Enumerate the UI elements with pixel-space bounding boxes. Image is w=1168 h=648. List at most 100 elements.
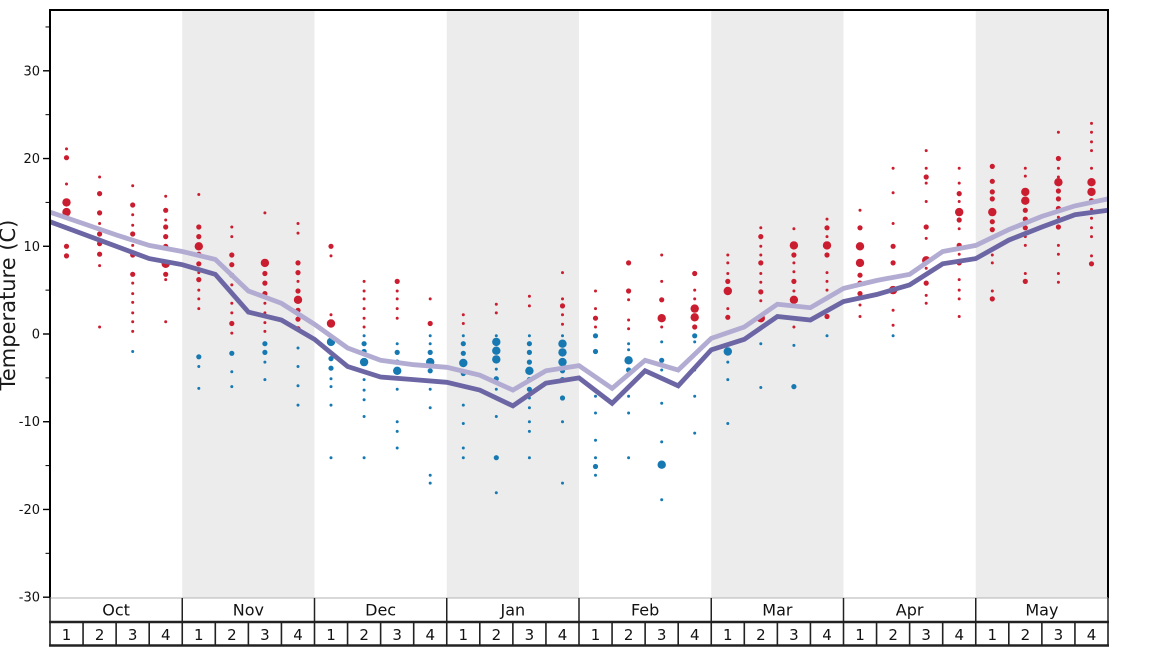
- data-point: [163, 224, 169, 230]
- data-point: [164, 320, 168, 324]
- data-point: [792, 325, 796, 329]
- data-point: [957, 227, 961, 231]
- data-point: [690, 313, 699, 322]
- data-point: [362, 456, 366, 460]
- data-point: [362, 316, 366, 320]
- data-point: [230, 301, 234, 305]
- data-point: [723, 347, 732, 356]
- data-point: [855, 242, 865, 251]
- data-point: [891, 308, 895, 312]
- data-point: [526, 349, 533, 355]
- week-label: 3: [789, 626, 799, 644]
- data-point: [1090, 121, 1093, 125]
- shaded-band: [975, 10, 1108, 598]
- data-point: [1087, 187, 1096, 197]
- data-point: [1056, 243, 1060, 247]
- data-point: [990, 253, 994, 257]
- data-point: [263, 211, 267, 215]
- data-point: [791, 384, 797, 390]
- data-point: [131, 184, 135, 188]
- month-label: Feb: [631, 601, 659, 620]
- data-point: [857, 225, 863, 231]
- data-point: [296, 365, 300, 368]
- data-point: [1090, 216, 1093, 220]
- week-label: 4: [954, 626, 964, 644]
- data-point: [990, 261, 994, 265]
- data-point: [561, 334, 564, 338]
- data-point: [97, 231, 103, 237]
- data-point: [329, 403, 333, 407]
- data-point: [594, 456, 597, 460]
- data-point: [789, 241, 799, 250]
- data-point: [923, 224, 929, 230]
- shaded-band: [446, 10, 579, 598]
- week-label: 4: [690, 626, 700, 644]
- data-point: [690, 304, 699, 313]
- data-point: [263, 378, 267, 382]
- data-point: [723, 286, 732, 296]
- data-point: [262, 349, 268, 355]
- data-point: [526, 359, 533, 365]
- y-tick-label: -20: [19, 503, 40, 518]
- data-point: [196, 224, 202, 230]
- data-point: [164, 278, 168, 282]
- data-point: [594, 325, 597, 329]
- data-point: [592, 463, 599, 470]
- week-label: 2: [227, 626, 237, 644]
- data-point: [494, 302, 498, 306]
- data-point: [627, 342, 631, 346]
- data-point: [362, 297, 366, 301]
- data-point: [296, 279, 300, 283]
- data-point: [65, 147, 68, 151]
- data-point: [858, 208, 862, 212]
- data-point: [461, 322, 465, 325]
- data-point: [62, 198, 71, 207]
- data-point: [229, 252, 235, 258]
- data-point: [592, 348, 599, 355]
- data-point: [196, 354, 202, 360]
- week-label: 2: [1021, 626, 1031, 644]
- data-point: [459, 358, 468, 368]
- data-point: [592, 333, 599, 339]
- data-point: [394, 278, 400, 284]
- data-point: [427, 368, 433, 374]
- data-point: [989, 189, 995, 195]
- data-point: [130, 231, 136, 237]
- data-point: [197, 386, 201, 390]
- data-point: [758, 234, 764, 240]
- data-point: [197, 307, 201, 311]
- week-label: 2: [492, 626, 502, 644]
- data-point: [558, 339, 567, 348]
- data-point: [460, 341, 466, 347]
- data-point: [263, 321, 267, 325]
- week-label: 4: [822, 626, 832, 644]
- data-point: [329, 254, 333, 258]
- data-point: [1055, 155, 1061, 162]
- data-point: [395, 342, 399, 346]
- data-point: [561, 420, 564, 424]
- data-point: [725, 314, 731, 320]
- data-point: [759, 244, 763, 248]
- data-point: [393, 366, 402, 375]
- data-point: [924, 301, 928, 305]
- week-label: 4: [161, 626, 171, 644]
- data-point: [957, 181, 961, 185]
- data-point: [395, 289, 399, 293]
- data-point: [825, 217, 829, 221]
- data-point: [1023, 174, 1027, 178]
- data-point: [296, 384, 300, 388]
- data-point: [163, 234, 169, 240]
- y-tick-label: -30: [19, 591, 40, 606]
- data-point: [295, 288, 301, 294]
- data-point: [526, 386, 533, 392]
- data-point: [230, 331, 234, 335]
- data-point: [957, 166, 961, 170]
- data-point: [759, 253, 763, 257]
- data-point: [726, 422, 730, 425]
- data-point: [326, 319, 336, 328]
- data-point: [362, 334, 366, 338]
- data-point: [1090, 226, 1093, 230]
- week-label: 2: [624, 626, 634, 644]
